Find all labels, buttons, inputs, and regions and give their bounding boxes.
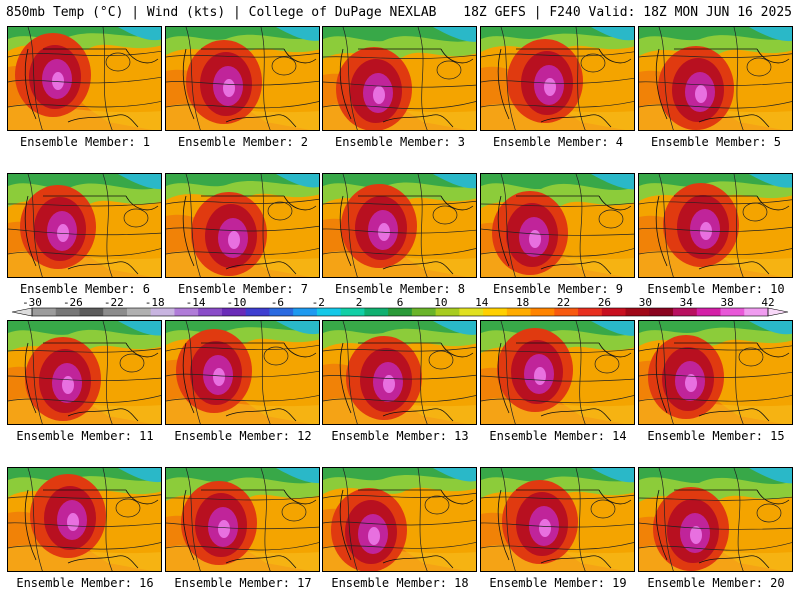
member-label: Ensemble Member: 11 <box>16 429 154 443</box>
member-label: Ensemble Member: 6 <box>19 282 151 296</box>
map-panel-5 <box>638 26 793 131</box>
member-label: Ensemble Member: 10 <box>647 282 785 296</box>
member-label: Ensemble Member: 15 <box>647 429 785 443</box>
colorbar-tick-label: 34 <box>680 297 694 309</box>
colorbar-segment <box>506 308 532 316</box>
colorbar-segment <box>55 308 80 316</box>
member-label: Ensemble Member: 12 <box>174 429 312 443</box>
colorbar-segment <box>198 308 223 316</box>
colorbar-tick-label: 6 <box>397 297 404 309</box>
colorbar-tick-label: 26 <box>598 297 611 309</box>
colorbar-segment <box>673 308 698 316</box>
map-panel-13 <box>322 320 477 425</box>
member-label: Ensemble Member: 4 <box>492 135 624 149</box>
colorbar-segment <box>459 308 484 316</box>
colorbar-segment <box>316 308 342 316</box>
colorbar-segment <box>720 308 745 316</box>
member-label: Ensemble Member: 9 <box>492 282 624 296</box>
member-label: Ensemble Member: 2 <box>177 135 309 149</box>
colorbar-segment <box>554 308 579 316</box>
member-label: Ensemble Member: 7 <box>177 282 309 296</box>
colorbar-segment <box>578 308 603 316</box>
colorbar-ticks: -30 -26 -22 -18 -14 -10 -6 -2 2 6 10 14 18 22 26 30 34 38… <box>22 297 775 309</box>
member-label: Ensemble Member: 16 <box>16 576 154 590</box>
colorbar-tick-label: 30 <box>639 297 652 309</box>
colorbar-tick-label: 38 <box>720 297 733 309</box>
chart-title: 850mb Temp (°C) | Wind (kts) | College o… <box>6 5 437 20</box>
member-label: Ensemble Member: 14 <box>489 429 627 443</box>
member-label: Ensemble Member: 1 <box>19 135 151 149</box>
colorbar-segment <box>103 308 128 316</box>
colorbar-segment <box>269 308 294 316</box>
map-panel-19 <box>480 467 635 572</box>
map-panel-10 <box>638 173 793 278</box>
colorbar-tick-label: 14 <box>475 297 489 309</box>
colorbar-tick-label: -14 <box>186 297 206 309</box>
colorbar-segment <box>625 308 650 316</box>
colorbar-tick-label: -18 <box>145 297 165 309</box>
colorbar-segment <box>174 308 199 316</box>
colorbar-segment <box>221 308 247 316</box>
colorbar-segment <box>293 308 318 316</box>
member-label: Ensemble Member: 13 <box>331 429 469 443</box>
colorbar-tick-label: 2 <box>356 297 363 309</box>
colorbar-tick-label: 42 <box>761 297 774 309</box>
member-label: Ensemble Member: 17 <box>174 576 312 590</box>
map-panel-9 <box>480 173 635 278</box>
colorbar-tick-label: -2 <box>312 297 325 309</box>
colorbar-tick-label: 10 <box>434 297 447 309</box>
colorbar-tick-label: 18 <box>516 297 529 309</box>
map-panel-16 <box>7 467 162 572</box>
colorbar-tick-label: -6 <box>271 297 284 309</box>
colorbar-tick-label: -26 <box>63 297 83 309</box>
colorbar-segment <box>435 308 460 316</box>
map-panel-17 <box>165 467 320 572</box>
colorbar-high-arrow <box>767 307 789 317</box>
member-label: Ensemble Member: 5 <box>650 135 782 149</box>
map-panel-1 <box>7 26 162 131</box>
colorbar-segment <box>411 308 437 316</box>
colorbar-segment <box>150 308 175 316</box>
map-panel-18 <box>322 467 477 572</box>
colorbar-segment <box>388 308 413 316</box>
colorbar-low-arrow <box>11 307 33 317</box>
colorbar-segment <box>530 308 555 316</box>
colorbar-segment <box>340 308 365 316</box>
map-panel-7 <box>165 173 320 278</box>
member-label: Ensemble Member: 3 <box>334 135 466 149</box>
colorbar-segment <box>126 308 152 316</box>
member-label: Ensemble Member: 18 <box>331 576 469 590</box>
member-label: Ensemble Member: 19 <box>489 576 627 590</box>
colorbar-segment <box>32 308 57 316</box>
colorbar-segment <box>364 308 389 316</box>
member-label: Ensemble Member: 20 <box>647 576 785 590</box>
colorbar-segment <box>696 308 722 316</box>
colorbar-tick-label: 22 <box>557 297 570 309</box>
colorbar-tick-label: -10 <box>227 297 247 309</box>
valid-time: 18Z GEFS | F240 Valid: 18Z MON JUN 16 20… <box>463 5 792 20</box>
colorbar-bar <box>11 307 789 317</box>
colorbar-segment <box>601 308 627 316</box>
member-label: Ensemble Member: 8 <box>334 282 466 296</box>
colorbar-segment <box>79 308 104 316</box>
map-panel-6 <box>7 173 162 278</box>
colorbar-tick-label: -30 <box>22 297 42 309</box>
map-panel-12 <box>165 320 320 425</box>
colorbar-segment <box>744 308 769 316</box>
map-panel-4 <box>480 26 635 131</box>
colorbar-segment <box>245 308 270 316</box>
colorbar-outline <box>31 307 769 317</box>
colorbar-segment <box>483 308 508 316</box>
map-panel-2 <box>165 26 320 131</box>
map-panel-8 <box>322 173 477 278</box>
map-panel-15 <box>638 320 793 425</box>
temperature-colorbar: -30 -26 -22 -18 -14 -10 -6 -2 2 6 10 14 18 22 26 30 34 38… <box>11 297 789 317</box>
colorbar-segment <box>649 308 674 316</box>
map-panel-11 <box>7 320 162 425</box>
colorbar-tick-label: -22 <box>104 297 124 309</box>
map-panel-14 <box>480 320 635 425</box>
map-panel-20 <box>638 467 793 572</box>
map-panel-3 <box>322 26 477 131</box>
